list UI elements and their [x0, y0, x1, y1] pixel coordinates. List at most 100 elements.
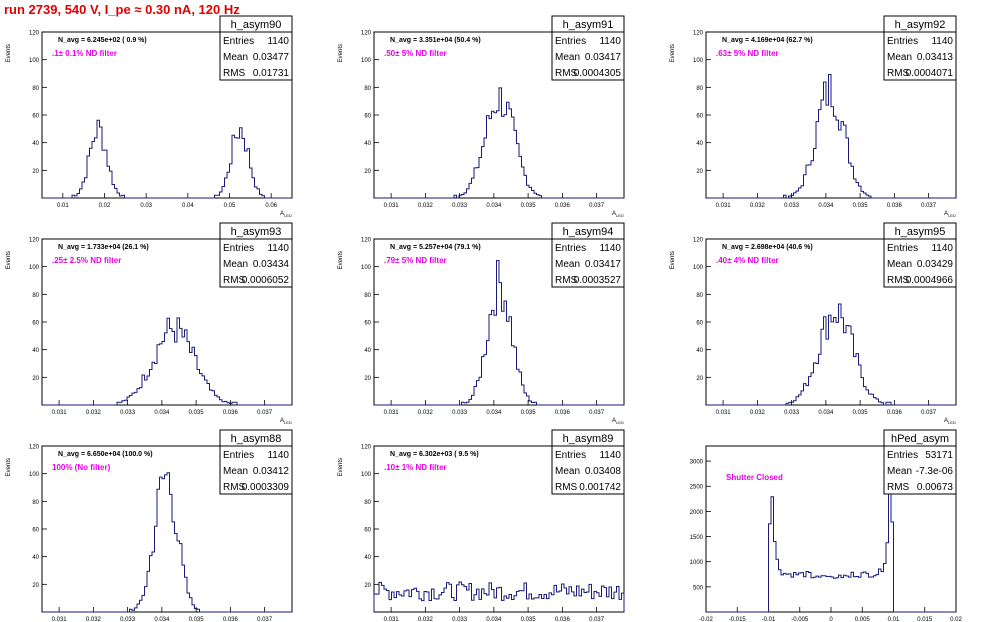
- stats-box: [883, 15, 957, 81]
- navg-label: N_avg = 4.169e+04 (62.7 %): [722, 37, 813, 44]
- stats-value: 1140: [267, 450, 289, 461]
- y-axis-label: Events: [338, 251, 344, 269]
- stats-value: 1140: [599, 243, 621, 254]
- y-tick-label: 3000: [690, 460, 704, 466]
- stats-label: Mean: [223, 259, 248, 270]
- x-tick-label: 0.033: [452, 617, 468, 622]
- y-tick-label: 60: [696, 321, 703, 327]
- y-tick-label: 40: [32, 141, 39, 147]
- y-tick-label: 120: [361, 31, 372, 37]
- stats-label: RMS: [887, 482, 910, 493]
- y-tick-label: 100: [29, 265, 40, 271]
- y-tick-label: 120: [29, 31, 40, 37]
- x-tick-label: 0.036: [555, 617, 571, 622]
- x-tick-label: 0.037: [921, 203, 937, 209]
- y-axis-label: Events: [338, 44, 344, 62]
- filter-annotation: .25± 2.5% ND filter: [52, 256, 121, 265]
- navg-label: N_avg = 3.351e+04 (50.4 %): [390, 37, 481, 44]
- x-axis-label: ALED: [944, 418, 956, 425]
- y-tick-label: 120: [693, 238, 704, 244]
- x-tick-label: 0.01: [888, 617, 900, 622]
- y-tick-label: 1500: [690, 535, 704, 541]
- histogram-line: [373, 581, 625, 612]
- x-tick-label: 0.032: [750, 203, 766, 209]
- stats-label: Entries: [223, 243, 254, 254]
- x-tick-label: 0.034: [486, 203, 502, 209]
- y-axis-label: Events: [670, 251, 676, 269]
- navg-label: N_avg = 6.245e+02 ( 0.9 %): [58, 37, 147, 44]
- y-tick-label: 80: [32, 293, 39, 299]
- stats-label: RMS: [887, 68, 910, 79]
- stats-value: 0.03417: [585, 259, 622, 270]
- stats-value: 0.0004966: [906, 275, 954, 286]
- x-tick-label: 0.034: [154, 410, 170, 416]
- navg-label: N_avg = 2.698e+04 (40.6 %): [722, 244, 813, 251]
- histogram-line: [706, 74, 956, 199]
- histogram-name: h_asym88: [231, 433, 282, 445]
- y-tick-label: 60: [696, 114, 703, 120]
- stats-label: RMS: [223, 68, 246, 79]
- stats-box: [551, 222, 625, 288]
- y-tick-label: 20: [364, 376, 371, 382]
- y-tick-label: 120: [29, 445, 40, 451]
- stats-value: 1140: [267, 243, 289, 254]
- stats-label: Mean: [555, 259, 580, 270]
- histogram-panel: 20 40 60 80 100 120 0.031 0.032 0.033 0.034 0.035 0…: [670, 222, 957, 425]
- y-axis-label: Events: [6, 44, 12, 62]
- x-tick-label: 0.01: [57, 203, 69, 209]
- filter-annotation: .1± 0.1% ND filter: [52, 49, 117, 58]
- y-tick-label: 100: [29, 472, 40, 478]
- x-tick-label: 0.036: [887, 410, 903, 416]
- y-tick-label: 100: [29, 58, 40, 64]
- stats-box: [219, 222, 293, 288]
- x-tick-label: 0.037: [589, 410, 605, 416]
- stats-value: 0.01731: [253, 68, 290, 79]
- x-tick-label: 0.036: [223, 410, 239, 416]
- x-tick-label: 0.032: [86, 410, 102, 416]
- x-tick-label: 0.032: [86, 617, 102, 622]
- x-tick-label: 0.034: [486, 410, 502, 416]
- histogram-name: h_asym93: [231, 226, 282, 238]
- stats-box: [883, 429, 957, 495]
- y-tick-label: 40: [364, 141, 371, 147]
- stats-value: -7.3e-06: [916, 466, 954, 477]
- x-tick-label: -0.02: [699, 617, 713, 622]
- histogram-name: h_asym92: [895, 19, 946, 31]
- y-tick-label: 80: [32, 86, 39, 92]
- x-tick-label: 0.035: [853, 203, 869, 209]
- y-tick-label: 60: [364, 321, 371, 327]
- histogram-panel: 20 40 60 80 100 120 0.031 0.032 0.033 0.034 0.035 0…: [338, 15, 625, 218]
- x-tick-label: 0.037: [921, 410, 937, 416]
- y-tick-label: 100: [361, 472, 372, 478]
- x-tick-label: 0.02: [950, 617, 962, 622]
- histogram-name: h_asym95: [895, 226, 946, 238]
- histogram-panel: 20 40 60 80 100 120 0.031 0.032 0.033 0.034 0.035 0…: [338, 222, 625, 425]
- x-tick-label: 0.032: [750, 410, 766, 416]
- stats-value: 0.0003527: [574, 275, 622, 286]
- stats-label: Entries: [223, 36, 254, 47]
- x-tick-label: 0.033: [452, 410, 468, 416]
- stats-box: [219, 15, 293, 81]
- x-tick-label: 0.031: [52, 410, 68, 416]
- navg-label: N_avg = 5.257e+04 (79.1 %): [390, 244, 481, 251]
- y-tick-label: 60: [32, 114, 39, 120]
- x-tick-label: 0.036: [887, 203, 903, 209]
- x-tick-label: 0.015: [917, 617, 933, 622]
- stats-value: 53171: [925, 450, 953, 461]
- histogram-name: h_asym90: [231, 19, 282, 31]
- y-tick-label: 20: [364, 583, 371, 589]
- x-tick-label: 0.036: [555, 410, 571, 416]
- y-tick-label: 100: [361, 265, 372, 271]
- y-tick-label: 20: [32, 583, 39, 589]
- y-tick-label: 20: [696, 169, 703, 175]
- y-tick-label: 40: [364, 348, 371, 354]
- x-tick-label: 0.02: [99, 203, 111, 209]
- histogram-line: [42, 317, 292, 406]
- navg-label: N_avg = 6.650e+04 (100.0 %): [58, 451, 153, 458]
- stats-value: 1140: [599, 36, 621, 47]
- y-tick-label: 120: [693, 31, 704, 37]
- y-tick-label: 100: [361, 58, 372, 64]
- histogram-line: [42, 472, 292, 613]
- filter-annotation: 100% (No filter): [52, 463, 111, 472]
